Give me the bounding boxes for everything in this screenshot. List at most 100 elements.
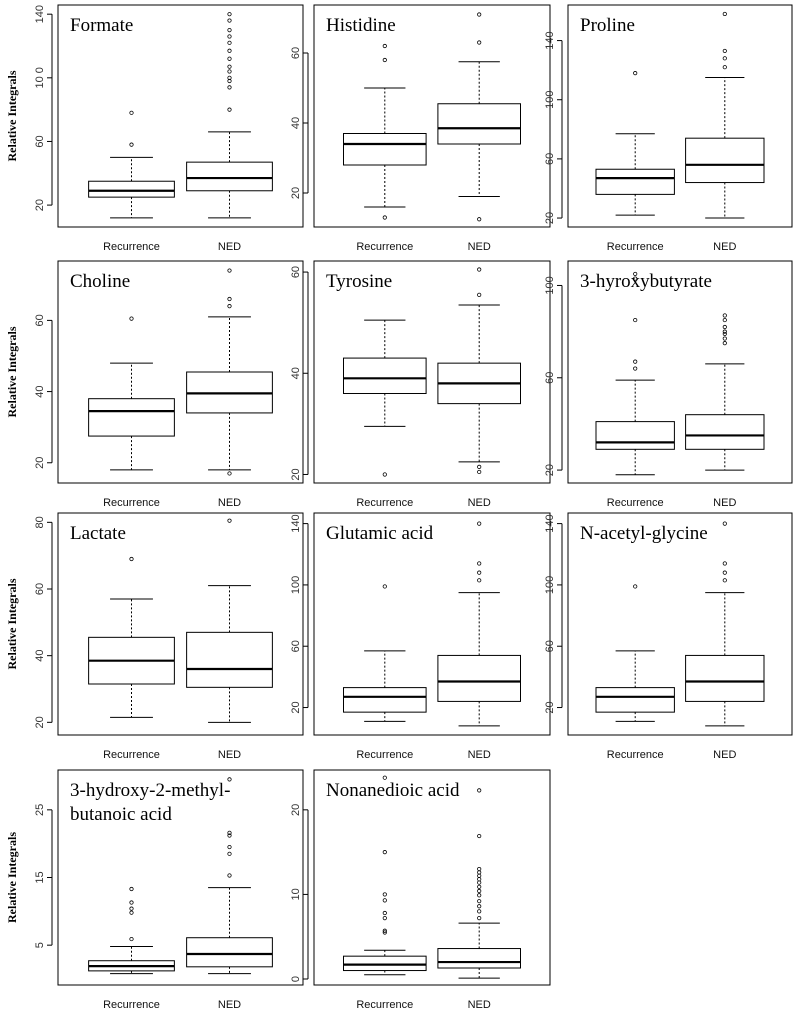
outlier-point bbox=[722, 578, 727, 583]
panel-title: Histidine bbox=[326, 15, 396, 36]
interquartile-box bbox=[685, 654, 765, 702]
outlier-point bbox=[633, 584, 638, 589]
x-category-label: NED bbox=[713, 749, 736, 761]
outlier-point bbox=[722, 11, 727, 17]
plot-frame bbox=[567, 260, 793, 484]
panel-choline: Choline 20 40 60 Relative Integrals Recurrenc… bbox=[5, 260, 304, 509]
box-ned bbox=[437, 267, 521, 475]
box-recurrence bbox=[343, 319, 427, 477]
outlier-point bbox=[633, 317, 638, 323]
x-category-label: NED bbox=[468, 241, 491, 253]
x-category-label: Recurrence bbox=[356, 749, 413, 761]
box-ned bbox=[186, 518, 273, 723]
interquartile-box bbox=[595, 168, 675, 195]
y-tick-label: 60 bbox=[34, 583, 46, 595]
outlier-point bbox=[129, 886, 134, 892]
panel-title: Proline bbox=[580, 15, 635, 36]
outlier-point bbox=[382, 43, 387, 49]
y-axis-label: Relative Integrals bbox=[5, 326, 19, 417]
y-tick-label: 20 bbox=[544, 212, 556, 224]
plot-frame bbox=[313, 260, 551, 484]
outlier-point bbox=[722, 570, 727, 575]
outlier-point bbox=[129, 906, 134, 911]
outlier-point bbox=[477, 521, 482, 526]
y-tick-label: 60 bbox=[290, 640, 302, 652]
panel-title: Glutamic acid bbox=[326, 523, 434, 544]
outlier-point bbox=[227, 296, 232, 302]
box-ned bbox=[685, 11, 765, 219]
panel-proline: Proline 20 60 100 140 Recurrence NED bbox=[544, 4, 793, 253]
outlier-point bbox=[227, 304, 232, 309]
interquartile-box bbox=[685, 414, 765, 450]
panel-title: Nonanedioic acid bbox=[326, 780, 460, 801]
outlier-point bbox=[129, 316, 134, 321]
y-axis-label: Relative Integrals bbox=[5, 70, 19, 161]
outlier-point bbox=[382, 892, 387, 897]
outlier-point bbox=[227, 56, 232, 61]
panel-title: Tyrosine bbox=[326, 271, 392, 292]
panel-title: Lactate bbox=[70, 523, 126, 544]
plot-frame bbox=[567, 4, 793, 228]
box-recurrence bbox=[595, 71, 675, 216]
y-tick-label: 100 bbox=[290, 576, 302, 594]
y-tick-label: 60 bbox=[290, 266, 302, 278]
outlier-point bbox=[227, 518, 232, 523]
plot-frame bbox=[57, 512, 304, 736]
outlier-point bbox=[477, 12, 482, 17]
y-tick-label: 40 bbox=[34, 385, 46, 397]
x-category-label: NED bbox=[713, 241, 736, 253]
x-category-label: Recurrence bbox=[103, 497, 160, 509]
y-tick-label: 100 bbox=[544, 576, 556, 594]
x-category-label: Recurrence bbox=[103, 749, 160, 761]
y-tick-label: 20 bbox=[34, 457, 46, 469]
x-category-label: NED bbox=[218, 241, 241, 253]
outlier-point bbox=[227, 851, 232, 856]
panel-title: Choline bbox=[70, 271, 130, 292]
y-tick-label: 40 bbox=[34, 650, 46, 662]
y-tick-label: 20 bbox=[34, 716, 46, 728]
outlier-point bbox=[477, 578, 482, 583]
outlier-point bbox=[477, 866, 482, 872]
y-tick-label: 140 bbox=[544, 514, 556, 532]
y-tick-label: 0 bbox=[290, 976, 302, 982]
outlier-point bbox=[227, 75, 232, 80]
outlier-point bbox=[227, 64, 232, 69]
outlier-point bbox=[477, 833, 482, 839]
y-tick-label: 140 bbox=[34, 5, 46, 23]
plot-frame bbox=[313, 4, 551, 228]
y-tick-label: 20 bbox=[34, 199, 46, 211]
panel-title: N-acetyl-glycine bbox=[580, 523, 708, 544]
outlier-point bbox=[227, 12, 232, 17]
outlier-point bbox=[129, 936, 134, 942]
outlier-point bbox=[633, 359, 638, 364]
box-ned bbox=[437, 788, 521, 979]
panel-lactate: Lactate 20 40 60 80 Relative Integrals Recurre… bbox=[5, 512, 304, 761]
outlier-point bbox=[477, 561, 482, 566]
outlier-point bbox=[382, 915, 387, 921]
x-category-label: Recurrence bbox=[356, 241, 413, 253]
y-tick-label: 10 0 bbox=[34, 67, 46, 88]
outlier-point bbox=[227, 268, 232, 273]
outlier-point bbox=[477, 899, 482, 904]
interquartile-box bbox=[186, 631, 273, 688]
outlier-point bbox=[382, 910, 387, 916]
x-category-label: Recurrence bbox=[607, 749, 664, 761]
panel-title: butanoic acid bbox=[70, 804, 172, 825]
y-tick-label: 140 bbox=[544, 31, 556, 49]
outlier-point bbox=[382, 930, 387, 935]
outlier-point bbox=[722, 336, 727, 341]
outlier-point bbox=[129, 142, 134, 147]
interquartile-box bbox=[595, 421, 675, 450]
y-tick-label: 60 bbox=[544, 640, 556, 652]
box-recurrence bbox=[88, 556, 175, 718]
interquartile-box bbox=[343, 687, 427, 713]
outlier-point bbox=[227, 107, 232, 112]
panel-n-acetyl-glycine: N-acetyl-glycine 20 60 100 140 Recurrence NED bbox=[544, 512, 793, 761]
outlier-point bbox=[227, 777, 232, 782]
outlier-point bbox=[633, 71, 638, 76]
outlier-point bbox=[722, 521, 727, 526]
x-category-label: NED bbox=[218, 749, 241, 761]
box-ned bbox=[437, 521, 521, 727]
y-tick-label: 20 bbox=[544, 464, 556, 476]
